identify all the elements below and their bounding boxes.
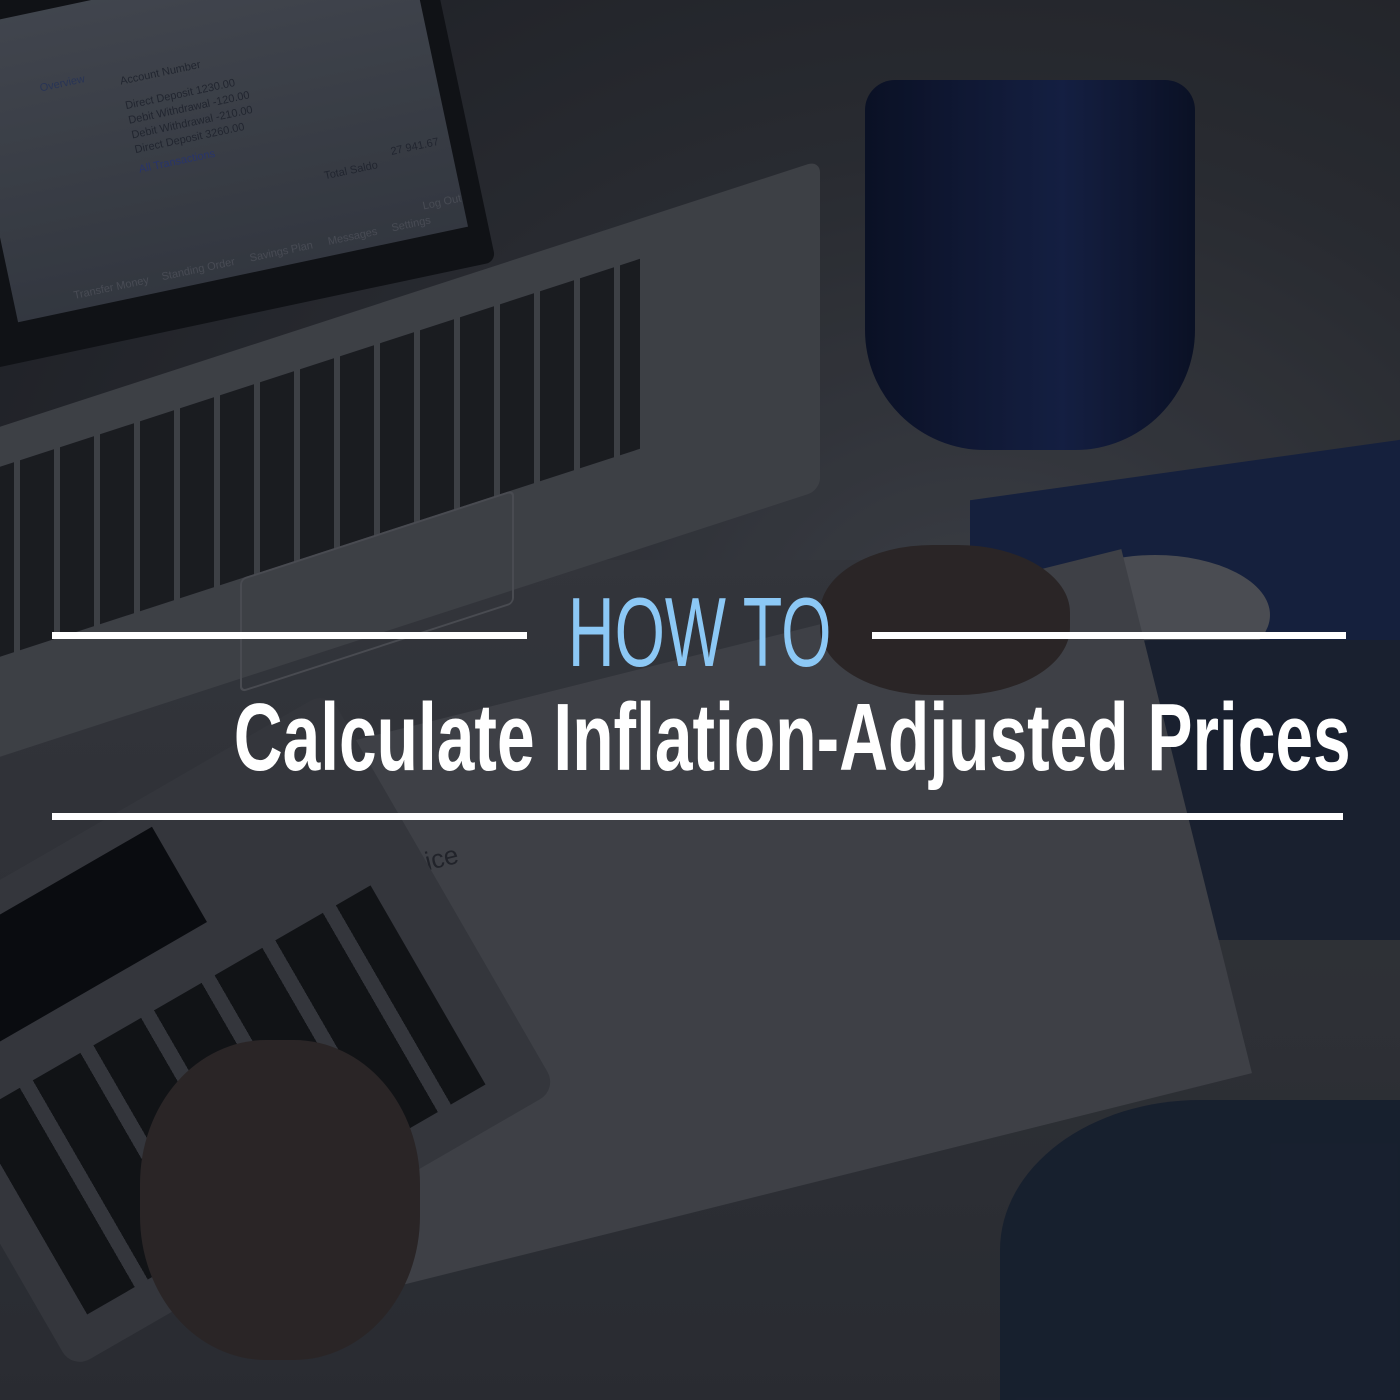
pen-holder — [865, 80, 1195, 450]
kicker: HOW TO — [0, 582, 1400, 682]
kicker-text: HOW TO — [568, 577, 832, 687]
typing-hand — [140, 1040, 420, 1360]
writing-hand — [820, 545, 1070, 695]
arm — [1000, 1100, 1400, 1400]
headline-title-text: Calculate Inflation-Adjusted Prices — [233, 684, 1351, 791]
rule-bottom — [52, 813, 1343, 820]
headline-title: Calculate Inflation-Adjusted Prices — [0, 688, 1400, 788]
rule-left — [52, 632, 527, 639]
rule-right — [872, 632, 1346, 639]
